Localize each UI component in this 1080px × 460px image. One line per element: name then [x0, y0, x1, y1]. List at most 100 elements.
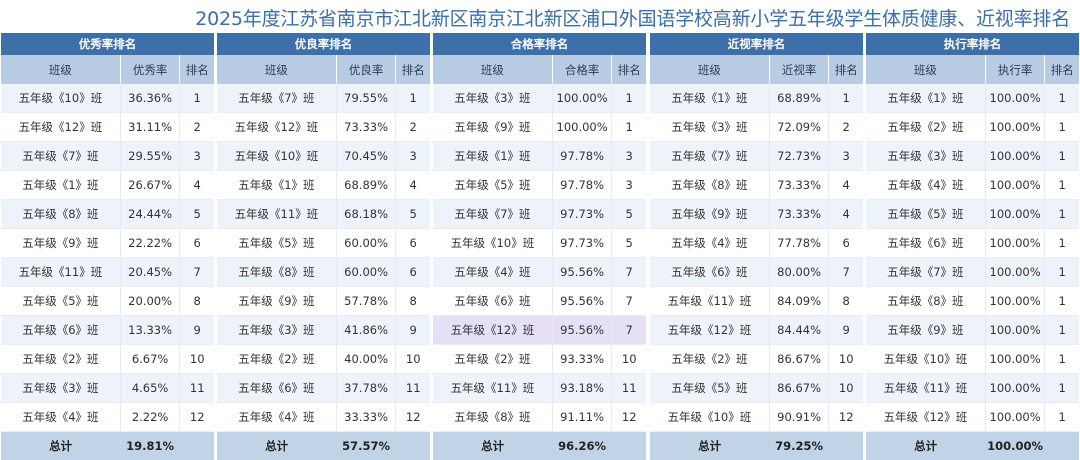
- rate-value-cell: 36.36%: [120, 84, 180, 113]
- rate-value-cell: 70.45%: [336, 142, 396, 171]
- class-name-cell: 五年级《7》班: [650, 142, 769, 171]
- class-name-cell: 五年级《11》班: [433, 374, 552, 403]
- rank-cell: 6: [396, 229, 430, 258]
- class-name-cell: 五年级《3》班: [650, 113, 769, 142]
- rank-cell: 12: [829, 403, 863, 432]
- class-name-cell: 五年级《4》班: [217, 403, 336, 432]
- class-name-cell: 五年级《6》班: [217, 374, 336, 403]
- table-head: 近视率排名班级近视率排名: [650, 33, 863, 84]
- rank-cell: 1: [1045, 200, 1079, 229]
- col-header-rate: 执行率: [985, 55, 1045, 84]
- rank-cell: 11: [612, 374, 646, 403]
- column-header-row: 班级执行率排名: [866, 55, 1079, 84]
- total-value: 100.00%: [985, 432, 1045, 460]
- column-header-row: 班级合格率排名: [433, 55, 646, 84]
- rank-cell: 5: [612, 200, 646, 229]
- total-value: 96.26%: [552, 432, 612, 460]
- class-name-cell: 五年级《2》班: [866, 113, 985, 142]
- rank-cell: 12: [396, 403, 430, 432]
- class-name-cell: 五年级《3》班: [866, 142, 985, 171]
- rank-cell: 5: [180, 200, 214, 229]
- class-name-cell: 五年级《11》班: [217, 200, 336, 229]
- rate-value-cell: 100.00%: [552, 113, 612, 142]
- rank-cell: 1: [396, 84, 430, 113]
- col-header-class: 班级: [433, 55, 552, 84]
- rate-value-cell: 6.67%: [120, 345, 180, 374]
- rank-cell: 7: [612, 316, 646, 345]
- total-value: 19.81%: [120, 432, 180, 460]
- rate-value-cell: 100.00%: [985, 229, 1045, 258]
- class-name-cell: 五年级《5》班: [433, 171, 552, 200]
- table-caption: 合格率排名: [433, 33, 646, 55]
- col-header-class: 班级: [217, 55, 336, 84]
- rank-cell: 8: [829, 287, 863, 316]
- rate-value-cell: 91.11%: [552, 403, 612, 432]
- rank-cell: 10: [829, 345, 863, 374]
- rank-cell: 10: [180, 345, 214, 374]
- rank-cell: 10: [829, 374, 863, 403]
- col-header-rank: 排名: [180, 55, 214, 84]
- rate-value-cell: 97.73%: [552, 200, 612, 229]
- rank-cell: 5: [396, 200, 430, 229]
- rate-value-cell: 31.11%: [120, 113, 180, 142]
- rate-value-cell: 86.67%: [769, 374, 829, 403]
- class-name-cell: 五年级《12》班: [866, 403, 985, 432]
- rank-cell: 7: [829, 258, 863, 287]
- rate-value-cell: 68.89%: [336, 171, 396, 200]
- rate-value-cell: 2.22%: [120, 403, 180, 432]
- rank-cell: 7: [180, 258, 214, 287]
- rate-value-cell: 100.00%: [985, 142, 1045, 171]
- table-caption-row: 近视率排名: [650, 33, 863, 55]
- total-label: 总计: [1, 432, 120, 460]
- class-name-cell: 五年级《10》班: [866, 345, 985, 374]
- class-name-cell: 五年级《3》班: [1, 374, 120, 403]
- rank-cell: 1: [1045, 142, 1079, 171]
- rate-value-cell: 95.56%: [552, 316, 612, 345]
- class-name-cell: 五年级《6》班: [650, 258, 769, 287]
- class-name-cell: 五年级《9》班: [1, 229, 120, 258]
- rank-cell: 5: [612, 229, 646, 258]
- rate-value-cell: 37.78%: [336, 374, 396, 403]
- class-name-cell: 五年级《7》班: [866, 258, 985, 287]
- table-caption-row: 优良率排名: [217, 33, 430, 55]
- class-name-cell: 五年级《1》班: [1, 171, 120, 200]
- class-name-cell: 五年级《12》班: [650, 316, 769, 345]
- rate-value-cell: 93.33%: [552, 345, 612, 374]
- class-name-cell: 五年级《1》班: [433, 142, 552, 171]
- total-value: 57.57%: [336, 432, 396, 460]
- class-name-cell: 五年级《7》班: [217, 84, 336, 113]
- class-name-cell: 五年级《9》班: [217, 287, 336, 316]
- rate-value-cell: 80.00%: [769, 258, 829, 287]
- rank-cell: 2: [396, 113, 430, 142]
- class-name-cell: 五年级《2》班: [1, 345, 120, 374]
- rank-cell: 1: [1045, 229, 1079, 258]
